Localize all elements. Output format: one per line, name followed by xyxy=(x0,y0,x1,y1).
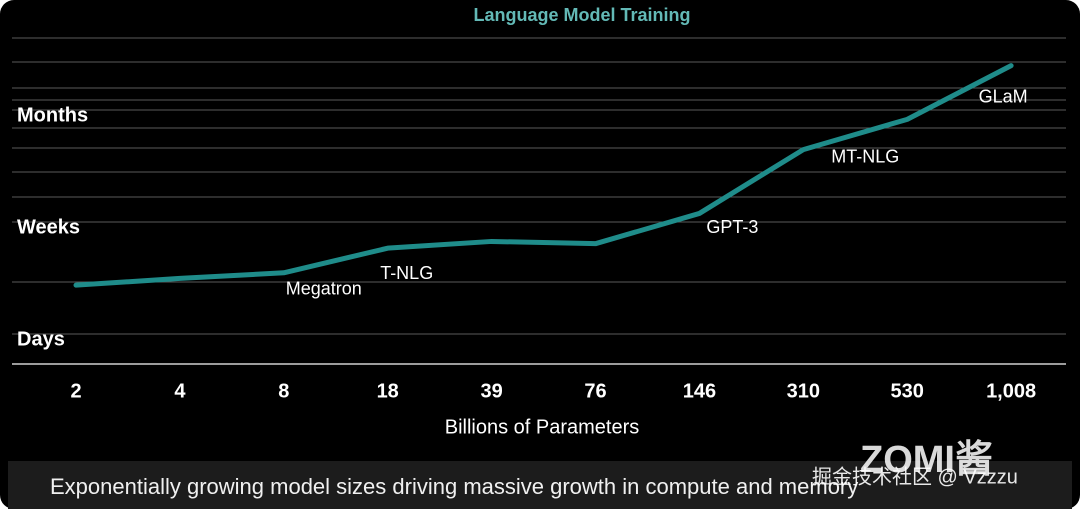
x-tick-label: 4 xyxy=(174,380,186,402)
y-tick-label: Months xyxy=(17,104,88,126)
x-tick-label: 146 xyxy=(683,380,716,402)
point-label: MT-NLG xyxy=(831,146,899,166)
x-tick-label: 2 xyxy=(70,380,81,402)
watermark-site: 掘金技术社区 @ Vzzzu xyxy=(812,465,1018,488)
x-tick-label: 18 xyxy=(377,380,399,402)
caption-bar xyxy=(8,461,1072,509)
y-tick-label: Days xyxy=(17,328,65,350)
point-label: T-NLG xyxy=(380,263,433,283)
chart-title: Language Model Training xyxy=(473,5,690,25)
data-line xyxy=(73,63,1014,288)
x-tick-label: 76 xyxy=(584,380,606,402)
point-label: GLaM xyxy=(979,86,1028,106)
decor-grid xyxy=(12,37,1066,365)
point-label: Megatron xyxy=(286,279,362,299)
x-tick-label: 39 xyxy=(480,380,502,402)
watermark-brand: ZOMI酱 xyxy=(860,439,993,481)
x-axis-label: Billions of Parameters xyxy=(445,416,640,438)
x-tick-label: 1,008 xyxy=(986,380,1036,402)
caption: Exponentially growing model sizes drivin… xyxy=(50,474,858,499)
y-tick-label: Weeks xyxy=(17,216,80,238)
point-label: GPT-3 xyxy=(706,217,758,237)
x-tick-label: 310 xyxy=(787,380,820,402)
x-tick-label: 8 xyxy=(278,380,289,402)
x-tick-label: 530 xyxy=(891,380,924,402)
